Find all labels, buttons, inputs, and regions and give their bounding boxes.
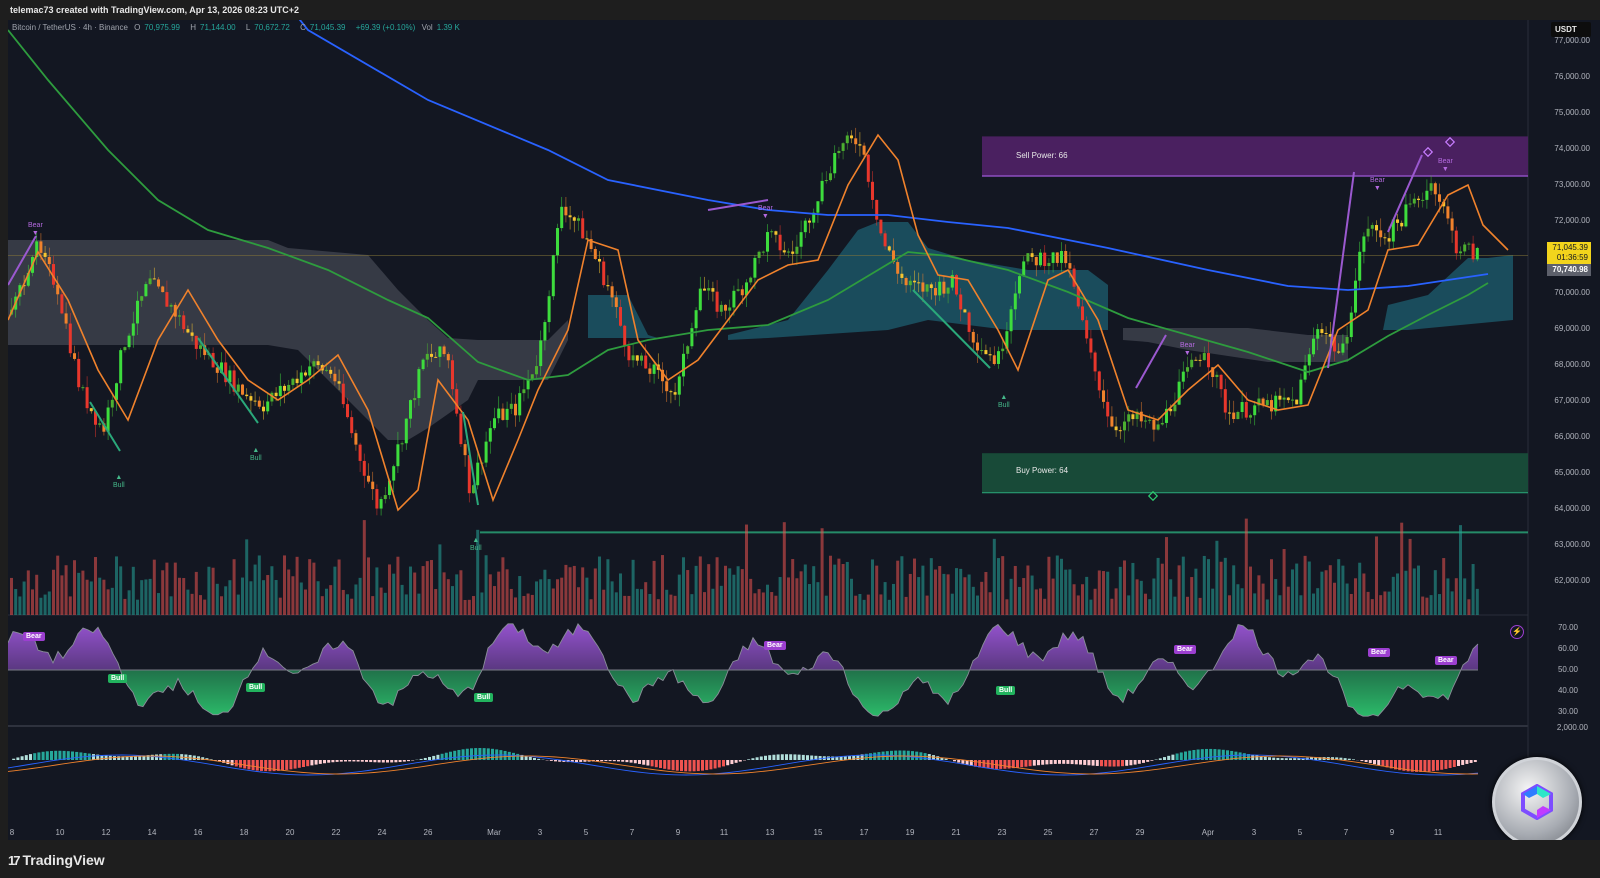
time-tick: 25 (1043, 828, 1053, 837)
chart-attribution: telemac73 created with TradingView.com, … (0, 0, 1600, 20)
bull-signal-marker: ▲ Bull (250, 447, 262, 462)
price-tick: 67,000.00 (1554, 396, 1590, 405)
time-tick: 27 (1089, 828, 1099, 837)
price-tick: 69,000.00 (1554, 324, 1590, 333)
time-tick: 5 (1297, 828, 1303, 837)
price-tick: 76,000.00 (1554, 72, 1590, 81)
sell-power-label: Sell Power: 66 (1016, 151, 1068, 161)
coin-logo-watermark (1492, 757, 1582, 847)
time-tick: 7 (1343, 828, 1349, 837)
time-tick: 16 (193, 828, 203, 837)
time-tick: 23 (997, 828, 1007, 837)
time-tick: 15 (813, 828, 823, 837)
oscillator-tick: 50.00 (1557, 665, 1578, 674)
bear-signal-marker: Bear ▼ (1370, 177, 1385, 192)
bear-divergence-tag: Bear (1435, 656, 1457, 665)
time-tick: 17 (859, 828, 869, 837)
time-tick: 24 (377, 828, 387, 837)
time-tick: 9 (1389, 828, 1395, 837)
time-tick: Mar (487, 828, 501, 837)
bull-signal-marker: ▲ Bull (113, 474, 125, 489)
time-tick: 19 (905, 828, 915, 837)
price-tick: 68,000.00 (1554, 360, 1590, 369)
time-tick: 11 (1433, 828, 1443, 837)
bear-divergence-tag: Bear (1174, 645, 1196, 654)
price-tick: 73,000.00 (1554, 180, 1590, 189)
hexagon-logo-icon (1521, 784, 1553, 820)
bull-divergence-tag: Bull (108, 674, 128, 683)
oscillator-tick: 70.00 (1557, 623, 1578, 632)
time-tick: 26 (423, 828, 433, 837)
price-tick: 62,000.00 (1554, 576, 1590, 585)
bull-divergence-tag: Bull (474, 693, 494, 702)
bull-divergence-tag: Bull (246, 683, 266, 692)
prev-close-tag: 70,740.98 (1547, 264, 1591, 276)
time-tick: 29 (1135, 828, 1145, 837)
bear-signal-marker: Bear ▼ (758, 205, 773, 220)
time-tick: 14 (147, 828, 157, 837)
symbol-name[interactable]: Bitcoin / TetherUS · 4h · Binance (12, 23, 128, 32)
price-tick: 65,000.00 (1554, 468, 1590, 477)
time-tick: 22 (331, 828, 341, 837)
oscillator-tick: 30.00 (1557, 707, 1578, 716)
price-tick: 74,000.00 (1554, 144, 1590, 153)
bear-divergence-tag: Bear (1368, 648, 1390, 657)
tradingview-mark-icon: 17 (8, 852, 21, 868)
current-price-tag: 71,045.39 01:36:59 (1547, 242, 1591, 264)
time-tick: 13 (765, 828, 775, 837)
bull-signal-marker: ▲ Bull (998, 394, 1010, 409)
close-value: 71,045.39 (309, 23, 346, 32)
time-tick: 21 (951, 828, 961, 837)
lightning-icon[interactable]: ⚡ (1510, 625, 1524, 639)
chart-canvas[interactable] (8, 20, 1600, 840)
bull-signal-marker: ▲ Bull (470, 537, 482, 552)
price-tick: 77,000.00 (1554, 36, 1590, 45)
time-tick: 3 (537, 828, 543, 837)
macd-tick: 2,000.00 (1556, 723, 1588, 732)
bear-divergence-tag: Bear (764, 641, 786, 650)
time-tick: Apr (1201, 828, 1215, 837)
bear-signal-marker: Bear ▼ (28, 222, 43, 237)
time-tick: 10 (55, 828, 65, 837)
price-tick: 70,000.00 (1554, 288, 1590, 297)
bull-divergence-tag: Bull (996, 686, 1016, 695)
price-tick: 72,000.00 (1554, 216, 1590, 225)
time-tick: 5 (583, 828, 589, 837)
price-tick: 63,000.00 (1554, 540, 1590, 549)
time-tick: 20 (285, 828, 295, 837)
change-value: +69.39 (+0.10%) (355, 23, 416, 32)
time-tick: 7 (629, 828, 635, 837)
time-tick: 18 (239, 828, 249, 837)
time-tick: 9 (675, 828, 681, 837)
time-tick: 11 (719, 828, 729, 837)
bar-countdown: 01:36:59 (1556, 253, 1588, 262)
low-value: 70,672.72 (254, 23, 290, 32)
footer-bar: 17 TradingView (0, 840, 1600, 878)
bear-signal-marker: Bear ▼ (1180, 342, 1195, 357)
time-tick: 3 (1251, 828, 1257, 837)
open-value: 70,975.99 (144, 23, 180, 32)
price-tick: 75,000.00 (1554, 108, 1590, 117)
oscillator-tick: 60.00 (1557, 644, 1578, 653)
bear-divergence-tag: Bear (23, 632, 45, 641)
tradingview-logo[interactable]: 17 TradingView (8, 852, 105, 868)
volume-value: 1.39 K (436, 23, 460, 32)
high-value: 71,144.00 (200, 23, 236, 32)
chart-area[interactable]: Bitcoin / TetherUS · 4h · Binance O 70,97… (8, 20, 1600, 840)
time-tick: 8 (9, 828, 15, 837)
buy-power-label: Buy Power: 64 (1016, 466, 1069, 476)
price-tick: 64,000.00 (1554, 504, 1590, 513)
currency-button[interactable]: USDT (1551, 22, 1591, 37)
oscillator-tick: 40.00 (1557, 686, 1578, 695)
time-tick: 12 (101, 828, 111, 837)
price-tick: 66,000.00 (1554, 432, 1590, 441)
symbol-legend: Bitcoin / TetherUS · 4h · Binance O 70,97… (12, 23, 460, 32)
bear-signal-marker: Bear ▼ (1438, 158, 1453, 173)
